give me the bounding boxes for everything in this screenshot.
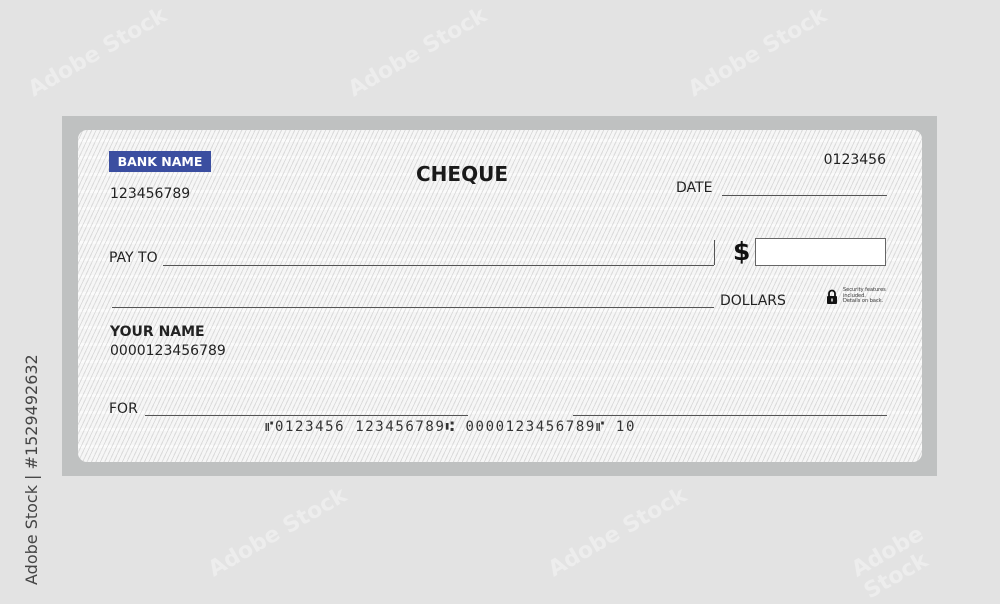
stock-id-text: Adobe Stock | #1529492632 — [22, 354, 41, 585]
watermark: Adobe Stock — [847, 521, 933, 604]
watermark: Adobe Stock — [204, 482, 352, 583]
pay-to-field-end — [714, 240, 715, 265]
memo-field[interactable] — [145, 415, 468, 416]
dollar-sign: $ — [733, 237, 751, 266]
watermark: Adobe Stock — [544, 482, 692, 583]
signature-field[interactable] — [573, 415, 887, 416]
pay-to-label: PAY TO — [109, 250, 158, 266]
micr-line: ⑈0123456 123456789⑆ 0000123456789⑈ 10 — [265, 419, 636, 435]
security-note-line: Details on back. — [843, 298, 884, 304]
date-field[interactable] — [722, 195, 887, 196]
bank-name-badge: BANK NAME — [109, 151, 211, 172]
cheque-title: CHEQUE — [416, 162, 508, 186]
amount-field[interactable] — [755, 238, 886, 266]
date-label: DATE — [676, 180, 713, 196]
for-label: FOR — [109, 401, 138, 417]
watermark: Adobe Stock — [344, 2, 492, 103]
security-note-line: included. — [843, 292, 866, 299]
security-note-line: Security features — [843, 287, 886, 293]
watermark: Adobe Stock — [684, 2, 832, 103]
cheque — [78, 130, 922, 462]
security-note: Security features included. Details on b… — [843, 287, 886, 305]
watermark: Adobe Stock — [24, 2, 172, 103]
routing-number: 123456789 — [110, 186, 191, 202]
account-number: 0000123456789 — [110, 343, 226, 359]
lock-icon — [827, 289, 837, 304]
amount-words-field[interactable] — [112, 307, 714, 308]
pay-to-field[interactable] — [163, 265, 714, 266]
cheque-number: 0123456 — [823, 152, 886, 168]
account-holder-name: YOUR NAME — [110, 324, 205, 340]
dollars-label: DOLLARS — [720, 293, 786, 309]
